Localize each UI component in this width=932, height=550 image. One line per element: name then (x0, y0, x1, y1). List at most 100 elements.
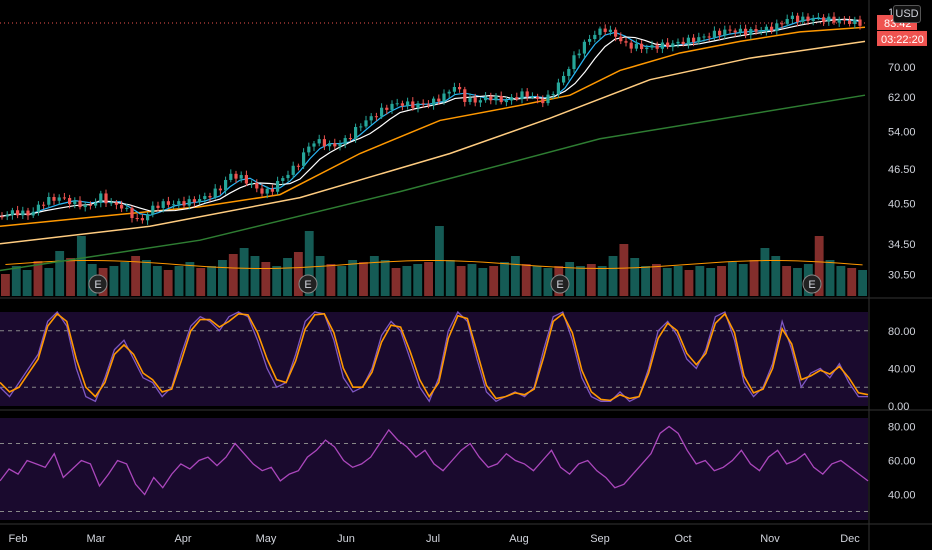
volume-bar (152, 266, 162, 296)
candle-body (806, 16, 810, 21)
time-axis-label: Sep (590, 533, 610, 545)
candle-body (447, 91, 451, 94)
candle-body (603, 28, 607, 32)
candle-body (848, 20, 852, 24)
candle-body (317, 139, 321, 144)
volume-bar (218, 260, 227, 296)
candle-body (109, 202, 113, 204)
candle-body (858, 19, 862, 26)
candle-body (707, 36, 711, 38)
candle-body (5, 215, 9, 217)
candle-body (478, 100, 482, 103)
volume-bar (359, 262, 368, 296)
currency-button[interactable]: USD (893, 5, 921, 23)
candle-body (161, 201, 165, 208)
candle-body (536, 96, 540, 99)
candle-body (525, 91, 529, 97)
volume-bar (413, 264, 423, 296)
volume-bars (1, 226, 867, 296)
volume-bar (727, 262, 737, 296)
price-axis[interactable]: 80.00 40.00 0.00 80.00 60.00 40.00 70.00 62.00 5… (877, 7, 927, 502)
candle-body (265, 188, 269, 194)
volume-bar (424, 262, 433, 296)
volume-bar (847, 268, 857, 296)
rsi-pane[interactable] (0, 418, 869, 520)
candle-body (842, 19, 846, 21)
volume-bar (283, 258, 292, 296)
candle-body (130, 207, 134, 219)
candle-body (697, 37, 701, 43)
volume-bar (641, 266, 650, 296)
candle-body (510, 97, 514, 101)
volume-bar (326, 264, 336, 296)
candle-body (52, 196, 56, 201)
volume-bar (510, 256, 520, 296)
volume-bar (228, 254, 238, 296)
candle-body (551, 94, 555, 96)
candle-body (83, 204, 87, 208)
volume-bar (543, 268, 553, 296)
axis-tick-label: 46.50 (888, 164, 916, 176)
candle-body (187, 199, 191, 206)
ma100-line (0, 40, 866, 245)
candle-body (775, 23, 779, 31)
candle-body (359, 126, 363, 128)
volume-bar (500, 262, 509, 296)
volume-bar (619, 244, 629, 296)
candle-body (421, 103, 425, 105)
candle-body (650, 45, 654, 48)
time-axis-label: Dec (840, 533, 860, 545)
volume-bar (858, 270, 867, 296)
oscillator-line-1 (0, 312, 869, 402)
candle-body (364, 120, 368, 127)
volume-bar (402, 266, 412, 296)
candle-body (515, 97, 519, 100)
candle-body (811, 18, 815, 21)
volume-bar (825, 260, 835, 296)
candle-body (468, 97, 472, 102)
time-axis[interactable]: Feb Mar Apr May Jun Jul Aug Sep Oct Nov Dec (9, 533, 861, 545)
candle-body (572, 55, 576, 70)
candle-body (177, 201, 181, 205)
candle-body (42, 204, 46, 206)
candle-body (224, 179, 228, 191)
candle-body (296, 165, 300, 167)
candle-body (702, 36, 706, 38)
candle-body (681, 41, 685, 45)
volume-bar (576, 266, 585, 296)
candle-body (489, 96, 493, 101)
earnings-event-label: E (556, 279, 563, 291)
stochastic-pane[interactable] (0, 310, 869, 406)
candle-body (354, 127, 358, 139)
candle-body (614, 29, 618, 37)
axis-tick-label: 54.00 (888, 127, 916, 139)
candle-body (192, 199, 196, 203)
candle-body (395, 103, 399, 105)
volume-bar (337, 266, 347, 296)
candle-body (442, 93, 446, 102)
volume-bar (814, 236, 824, 296)
candle-body (0, 216, 4, 218)
volume-bar (293, 252, 303, 296)
candle-body (213, 188, 217, 198)
candle-body (62, 197, 66, 199)
candle-body (822, 17, 826, 22)
volume-bar (489, 266, 499, 296)
axis-tick-label: 40.50 (888, 199, 916, 211)
candle-body (640, 43, 644, 50)
volume-bar (532, 266, 542, 296)
earnings-event-label: E (808, 279, 815, 291)
candle-body (567, 69, 571, 76)
volume-bar (207, 266, 216, 296)
volume-bar (608, 256, 618, 296)
volume-bar (1, 274, 10, 296)
candle-body (234, 173, 238, 179)
candle-body (546, 94, 550, 104)
axis-tick-label: 70.00 (888, 62, 916, 74)
candle-body (718, 30, 722, 36)
volume-bar (120, 262, 130, 296)
candle-body (156, 205, 160, 208)
volume-bar (239, 248, 249, 296)
